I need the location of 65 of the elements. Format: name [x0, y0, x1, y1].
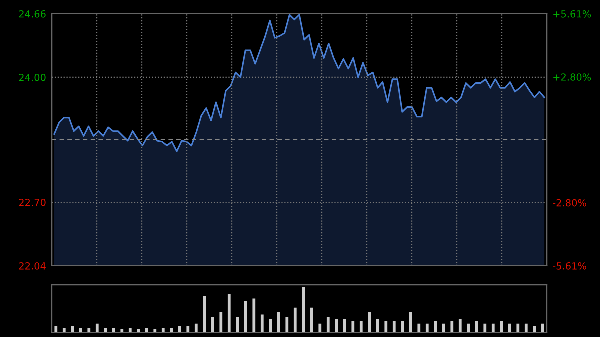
bar: [318, 324, 322, 333]
bar: [335, 319, 338, 333]
y2-tick-label: -5.61%: [553, 262, 586, 270]
y-tick-label: 24.00: [19, 74, 46, 82]
bar: [500, 322, 504, 333]
bar: [384, 322, 388, 333]
bar: [220, 312, 223, 333]
bar: [360, 322, 363, 333]
bar: [450, 322, 454, 333]
bar: [128, 328, 132, 333]
bar: [62, 328, 66, 333]
bar: [170, 328, 174, 333]
bar: [71, 326, 74, 333]
bar: [203, 296, 206, 333]
bar: [54, 326, 58, 333]
bar: [88, 328, 91, 333]
bar: [178, 326, 182, 333]
bar: [277, 312, 280, 333]
bar: [401, 322, 404, 333]
bar: [236, 317, 240, 333]
bar: [409, 312, 412, 333]
bar: [79, 328, 82, 333]
bar: [211, 317, 214, 333]
y-tick-label: 24.66: [19, 10, 46, 18]
bar: [112, 328, 116, 333]
bar: [302, 287, 306, 333]
bar: [376, 319, 380, 333]
bar: [343, 319, 346, 333]
bar: [260, 314, 264, 333]
bar: [467, 324, 470, 333]
bar: [484, 324, 487, 333]
bar: [434, 322, 438, 333]
bar: [442, 324, 446, 333]
bar: [286, 317, 289, 333]
bar: [104, 328, 108, 333]
bar: [458, 319, 462, 333]
bar: [426, 324, 429, 333]
bar: [516, 324, 520, 333]
bar: [269, 319, 272, 333]
bar: [96, 324, 99, 333]
bar: [228, 294, 231, 333]
y-tick-label: 22.04: [19, 262, 46, 270]
bar: [524, 324, 528, 333]
bar: [352, 322, 355, 333]
y2-tick-label: +5.61%: [554, 10, 592, 18]
bar: [145, 328, 148, 333]
bar: [326, 317, 330, 333]
bar: [368, 312, 372, 333]
bar: [194, 324, 198, 333]
y-tick-label: 22.70: [19, 198, 46, 206]
y2-tick-label: -2.80%: [553, 199, 586, 207]
bar: [294, 308, 297, 333]
bar: [418, 324, 421, 333]
bar: [392, 322, 396, 333]
bar: [186, 326, 190, 333]
bar: [533, 326, 536, 333]
bar: [252, 298, 256, 333]
bar: [244, 301, 248, 333]
bar: [310, 308, 314, 333]
bar: [508, 324, 512, 333]
bar: [492, 324, 495, 333]
bar: [541, 324, 544, 333]
bar: [475, 322, 478, 333]
y2-tick-label: +2.80%: [554, 74, 592, 81]
bar: [162, 328, 165, 333]
